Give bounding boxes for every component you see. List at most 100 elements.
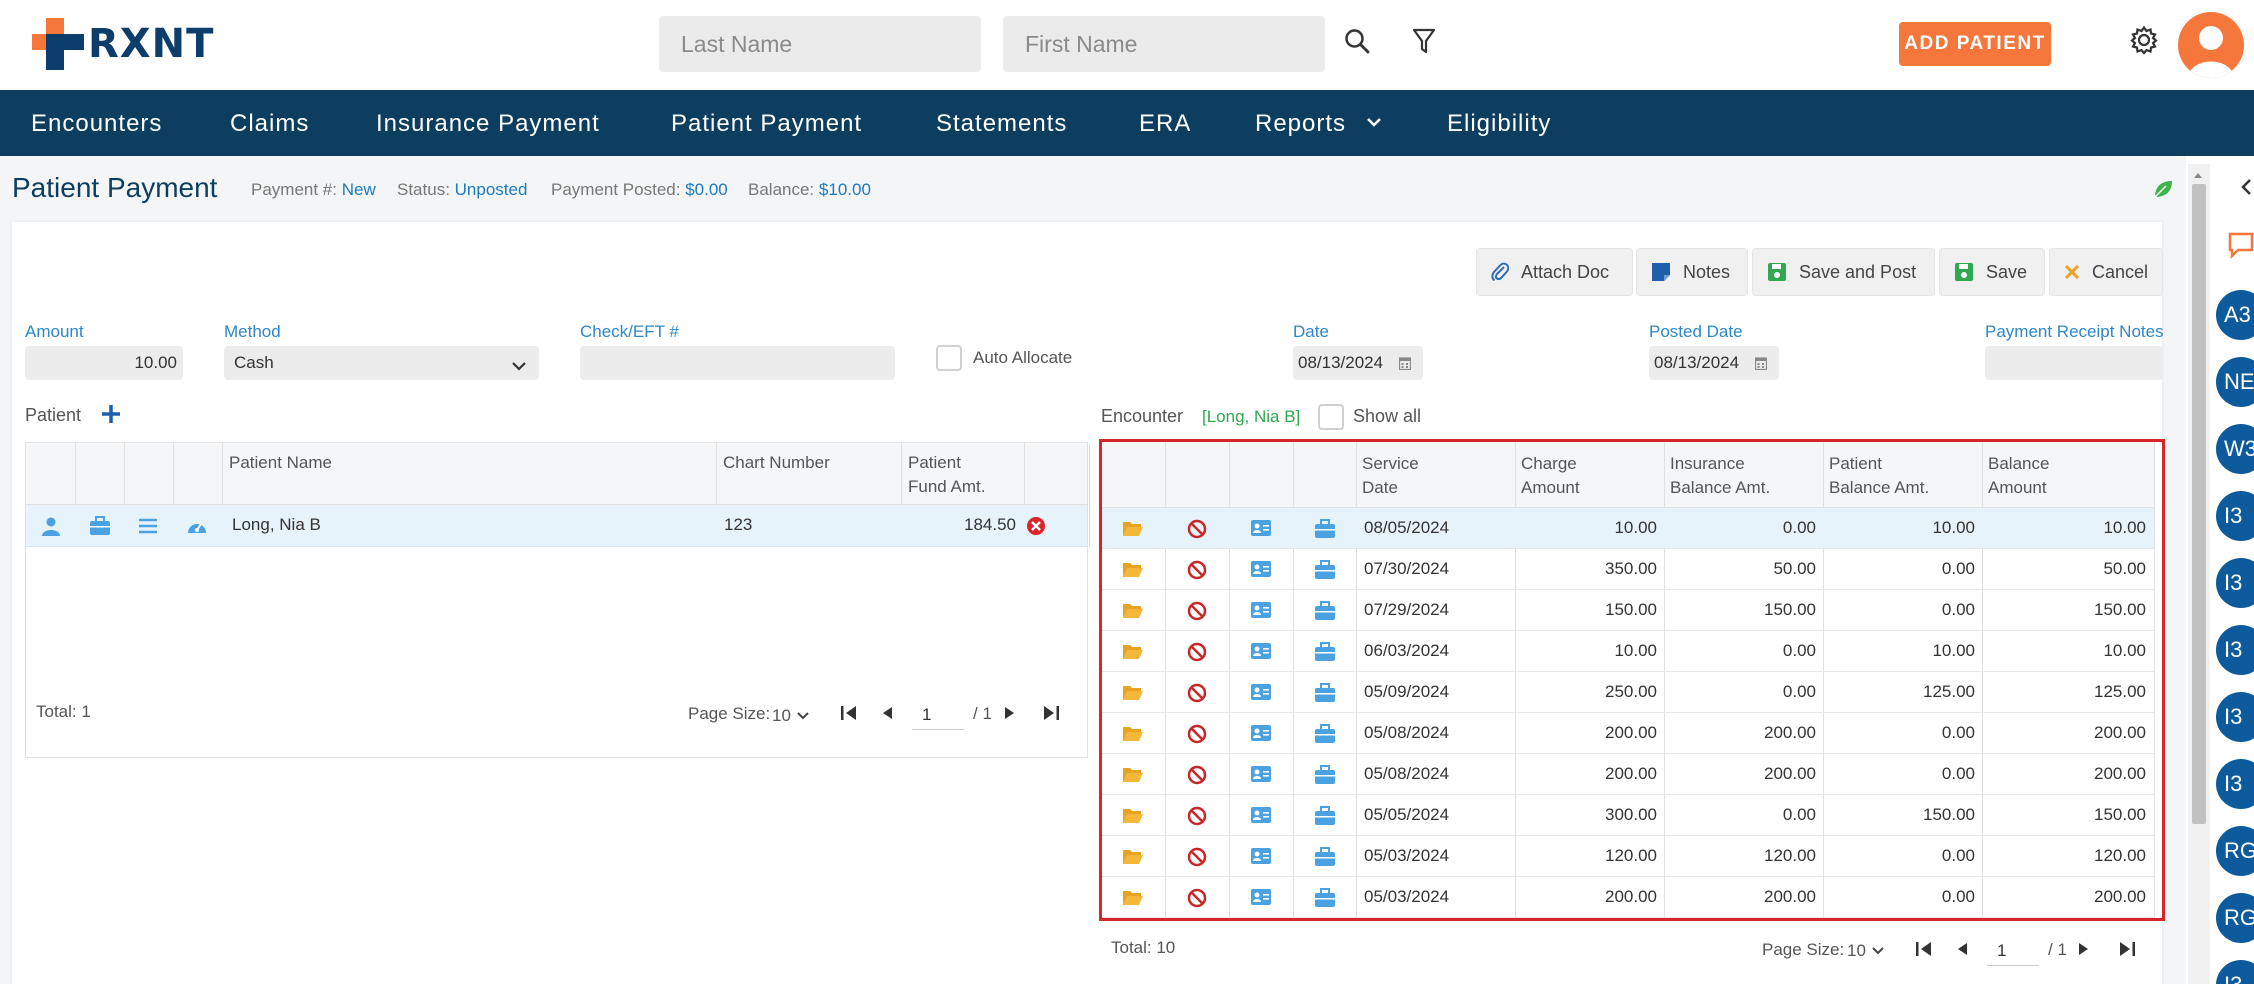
folder-icon[interactable] [1122, 806, 1144, 829]
table-row[interactable]: 08/05/2024 10.00 0.00 10.00 10.00 [1102, 508, 2154, 549]
briefcase-icon[interactable] [89, 516, 111, 541]
scroll-up-icon[interactable] [2193, 166, 2203, 184]
encounter-page-input[interactable] [1987, 936, 2039, 966]
gear-icon[interactable] [2128, 24, 2160, 56]
table-row[interactable]: 05/09/2024 250.00 0.00 125.00 125.00 [1102, 672, 2154, 713]
nav-claims[interactable]: Claims [230, 110, 310, 137]
folder-icon[interactable] [1122, 519, 1144, 542]
briefcase-icon[interactable] [1314, 847, 1336, 872]
col-chart-number[interactable]: Chart Number [723, 453, 830, 472]
cancel-button[interactable]: Cancel [2049, 248, 2163, 296]
nav-insurance-payment[interactable]: Insurance Payment [376, 110, 600, 137]
chevron-down-icon[interactable] [1366, 115, 1382, 133]
rail-badge[interactable]: A3 [2216, 290, 2254, 340]
id-card-icon[interactable] [1250, 642, 1272, 665]
briefcase-icon[interactable] [1314, 806, 1336, 831]
patient-page-input[interactable] [912, 700, 964, 730]
save-and-post-button[interactable]: Save and Post [1752, 248, 1935, 296]
rail-badge[interactable]: I3 [2216, 692, 2254, 742]
id-card-icon[interactable] [1250, 724, 1272, 747]
receipt-notes-input[interactable] [1985, 346, 2163, 380]
briefcase-icon[interactable] [1314, 642, 1336, 667]
method-select[interactable]: Cash [224, 346, 539, 380]
next-page-icon[interactable] [2077, 940, 2091, 963]
table-row[interactable]: 05/03/2024 200.00 200.00 0.00 200.00 [1102, 877, 2154, 918]
patient-icon[interactable] [41, 516, 61, 541]
table-row[interactable]: 05/03/2024 120.00 120.00 0.00 120.00 [1102, 836, 2154, 877]
rail-badge[interactable]: NE [2216, 357, 2254, 407]
table-row[interactable]: 07/30/2024 350.00 50.00 0.00 50.00 [1102, 549, 2154, 590]
date-input[interactable]: 08/13/2024 [1293, 346, 1423, 380]
rail-badge[interactable]: RG [2216, 826, 2254, 876]
id-card-icon[interactable] [1250, 765, 1272, 788]
col-patient-balance[interactable]: Patient Balance Amt. [1829, 452, 1929, 500]
rail-badge[interactable]: RG [2216, 893, 2254, 943]
folder-icon[interactable] [1122, 683, 1144, 706]
notes-button[interactable]: Notes [1636, 248, 1748, 296]
rail-badge[interactable]: W3 [2216, 424, 2254, 474]
auto-allocate-checkbox[interactable] [936, 345, 962, 371]
id-card-icon[interactable] [1250, 683, 1272, 706]
patient-page-size-select[interactable]: 10 [772, 706, 810, 726]
void-icon[interactable] [1187, 765, 1207, 790]
gauge-icon[interactable] [186, 516, 208, 541]
briefcase-icon[interactable] [1314, 683, 1336, 708]
show-all-checkbox[interactable] [1318, 404, 1344, 430]
void-icon[interactable] [1187, 642, 1207, 667]
amount-input[interactable]: 10.00 [25, 346, 183, 380]
folder-icon[interactable] [1122, 847, 1144, 870]
menu-list-icon[interactable] [138, 517, 158, 540]
chat-icon[interactable] [2228, 232, 2254, 265]
first-name-input[interactable] [1003, 16, 1325, 72]
void-icon[interactable] [1187, 847, 1207, 872]
attach-doc-button[interactable]: Attach Doc [1476, 248, 1633, 296]
table-row[interactable]: 05/05/2024 300.00 0.00 150.00 150.00 [1102, 795, 2154, 836]
id-card-icon[interactable] [1250, 519, 1272, 542]
briefcase-icon[interactable] [1314, 888, 1336, 913]
check-eft-input[interactable] [580, 346, 895, 380]
first-page-icon[interactable] [840, 704, 858, 727]
folder-icon[interactable] [1122, 642, 1144, 665]
nav-patient-payment[interactable]: Patient Payment [671, 110, 863, 137]
void-icon[interactable] [1187, 560, 1207, 585]
calendar-icon[interactable] [1754, 355, 1768, 375]
rail-badge[interactable]: I3 [2216, 759, 2254, 809]
calendar-icon[interactable] [1398, 355, 1412, 375]
table-row[interactable]: 05/08/2024 200.00 200.00 0.00 200.00 [1102, 713, 2154, 754]
last-page-icon[interactable] [2118, 940, 2136, 963]
nav-era[interactable]: ERA [1139, 110, 1192, 137]
table-row[interactable]: 07/29/2024 150.00 150.00 0.00 150.00 [1102, 590, 2154, 631]
folder-icon[interactable] [1122, 560, 1144, 583]
nav-eligibility[interactable]: Eligibility [1447, 110, 1552, 137]
rail-badge[interactable]: I3 [2216, 625, 2254, 675]
filter-icon[interactable] [1410, 26, 1438, 56]
id-card-icon[interactable] [1250, 847, 1272, 870]
prev-page-icon[interactable] [880, 704, 894, 727]
table-row[interactable]: 05/08/2024 200.00 200.00 0.00 200.00 [1102, 754, 2154, 795]
rail-badge[interactable]: I3 [2216, 558, 2254, 608]
col-patient-fund-amt[interactable]: Patient Fund Amt. [908, 451, 985, 499]
col-charge-amount[interactable]: Charge Amount [1521, 452, 1580, 500]
collapse-chevron-icon[interactable] [2240, 178, 2252, 201]
briefcase-icon[interactable] [1314, 519, 1336, 544]
briefcase-icon[interactable] [1314, 765, 1336, 790]
briefcase-icon[interactable] [1314, 560, 1336, 585]
folder-icon[interactable] [1122, 601, 1144, 624]
encounter-page-size-select[interactable]: 10 [1847, 941, 1885, 961]
briefcase-icon[interactable] [1314, 601, 1336, 626]
id-card-icon[interactable] [1250, 888, 1272, 911]
remove-patient-icon[interactable] [1026, 516, 1046, 541]
folder-icon[interactable] [1122, 888, 1144, 911]
next-page-icon[interactable] [1003, 704, 1017, 727]
rail-badge[interactable]: I3 [2216, 491, 2254, 541]
id-card-icon[interactable] [1250, 806, 1272, 829]
void-icon[interactable] [1187, 683, 1207, 708]
scrollbar-thumb[interactable] [2192, 184, 2206, 824]
col-patient-name[interactable]: Patient Name [229, 453, 332, 472]
table-row[interactable]: 06/03/2024 10.00 0.00 10.00 10.00 [1102, 631, 2154, 672]
id-card-icon[interactable] [1250, 560, 1272, 583]
search-icon[interactable] [1342, 26, 1372, 56]
prev-page-icon[interactable] [1955, 940, 1969, 963]
col-insurance-balance[interactable]: Insurance Balance Amt. [1670, 452, 1770, 500]
col-balance-amount[interactable]: Balance Amount [1988, 452, 2049, 500]
